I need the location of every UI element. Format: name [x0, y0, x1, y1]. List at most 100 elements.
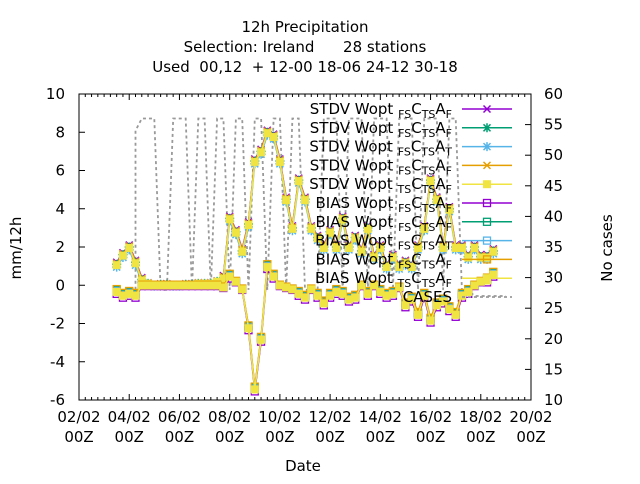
bias-point [238, 285, 247, 294]
y-axis-label: mm/12h [7, 217, 25, 280]
y2-tick-label: 30 [544, 269, 563, 287]
stdv-point [288, 224, 297, 233]
legend-label: BIAS Wopt FSCTSAT [315, 232, 452, 253]
legend-text: BIAS Wopt [316, 213, 399, 231]
legend-subscript: TS [420, 146, 435, 159]
legend-subscript: T [444, 146, 452, 159]
legend-marker [482, 123, 492, 133]
bias-series-5 [112, 263, 498, 394]
legend-label: BIAS Wopt FSCTSAF [316, 250, 452, 271]
legend-text: STDV Wopt [310, 156, 398, 174]
y-tick-label: 2 [55, 238, 65, 256]
stdv-point [370, 253, 379, 262]
y2-tick-label: 15 [544, 360, 563, 378]
legend-text: A [435, 156, 446, 174]
legend-subscript: TS [397, 277, 412, 290]
legend-subscript: TS [421, 183, 436, 196]
legend-label: BIAS Wopt FSCTSAF [316, 194, 452, 215]
stdv-point [257, 148, 266, 157]
bias-point [307, 285, 316, 294]
x-tick-label: 20/02 [509, 408, 552, 426]
legend-subscript: F [446, 258, 452, 271]
legend-text: C [411, 194, 421, 212]
y2-tick-label: 25 [544, 299, 563, 317]
bias-point [231, 277, 240, 286]
stdv-point [445, 205, 454, 214]
bias-point [370, 281, 379, 290]
axes: -6 -4 -2 0 2 4 6 8 10 10 15 20 25 30 35 40 45 50 55 60 02/02… [46, 85, 563, 446]
x-tick-label: 16/02 [409, 408, 452, 426]
x-tick-label-time: 00Z [165, 428, 194, 446]
stdv-point [294, 177, 303, 186]
legend-text: C [411, 100, 421, 118]
stdv-point [231, 228, 240, 237]
bias-point [301, 293, 309, 302]
bias-point [131, 291, 140, 300]
x-tick-label: 14/02 [359, 408, 402, 426]
legend-label: STDV Wopt FSCTSAF [310, 119, 452, 140]
bias-point [426, 316, 435, 325]
legend-text: A [435, 138, 446, 156]
chart-title-line-3: Used 00,12 + 12-00 18-06 24-12 30-18 [152, 58, 458, 76]
stdv-point [470, 243, 479, 252]
stdv-point [357, 247, 366, 256]
legend-text: CASES [403, 288, 452, 306]
stdv-point [363, 224, 372, 233]
chart-title-line-2: Selection: Ireland 28 stations [184, 38, 427, 56]
legend-subscript: F [446, 183, 452, 196]
bias-point [395, 283, 404, 292]
legend-subscript: FS [398, 221, 411, 234]
legend-label: STDV Wopt FSCTSAF [310, 100, 452, 121]
legend-subscript: FS [398, 164, 411, 177]
x-tick-label: 02/02 [57, 408, 100, 426]
stdv-point [426, 177, 435, 186]
legend-text: A [435, 119, 446, 137]
bias-point [351, 293, 360, 302]
stdv-point [269, 133, 278, 142]
bias-point [414, 310, 422, 319]
stdv-point [282, 196, 291, 205]
stdv-point [457, 243, 466, 252]
x-tick-label: 12/02 [308, 408, 351, 426]
legend-subscript: T [444, 240, 452, 253]
y2-tick-label: 50 [544, 146, 563, 164]
y-tick-label: 0 [55, 276, 65, 294]
stdv-point [225, 215, 234, 224]
stdv-point [376, 243, 385, 252]
legend-marker [483, 180, 491, 189]
legend-subscript: F [446, 202, 452, 215]
legend-subscript: FS [398, 127, 411, 140]
bias-point [388, 289, 397, 298]
bias-point [319, 299, 328, 308]
legend-subscript: F [446, 127, 452, 140]
legend-marker [482, 217, 492, 226]
legend-label: STDV Wopt FSCTSAT [309, 138, 452, 159]
legend-label: BIAS Wopt FSCTSAF [316, 213, 452, 234]
y-tick-label: -6 [50, 391, 65, 409]
legend-text: A [435, 269, 446, 287]
bias-point [313, 291, 322, 300]
legend-subscript: F [446, 108, 452, 121]
legend-subscript: TS [421, 258, 436, 271]
y-tick-label: 6 [55, 162, 65, 180]
legend-marker [482, 255, 492, 264]
legend-text: C [411, 175, 421, 193]
stdv-point [319, 243, 328, 252]
stdv-point [238, 247, 247, 256]
y2-tick-label: 35 [544, 238, 563, 256]
x-axis-label: Date [285, 457, 321, 475]
legend-text: C [411, 213, 421, 231]
stdv-point [244, 221, 253, 230]
x-tick-label-time: 00Z [115, 428, 144, 446]
stdv-point [351, 234, 360, 243]
stdv-point [382, 263, 391, 272]
legend-subscript: F [446, 221, 452, 234]
x-tick-label-time: 00Z [366, 428, 395, 446]
legend-text: C [411, 156, 421, 174]
bias-point [407, 295, 416, 304]
x-tick-label-time: 00Z [516, 428, 545, 446]
legend-text: STDV Wopt [310, 119, 398, 137]
